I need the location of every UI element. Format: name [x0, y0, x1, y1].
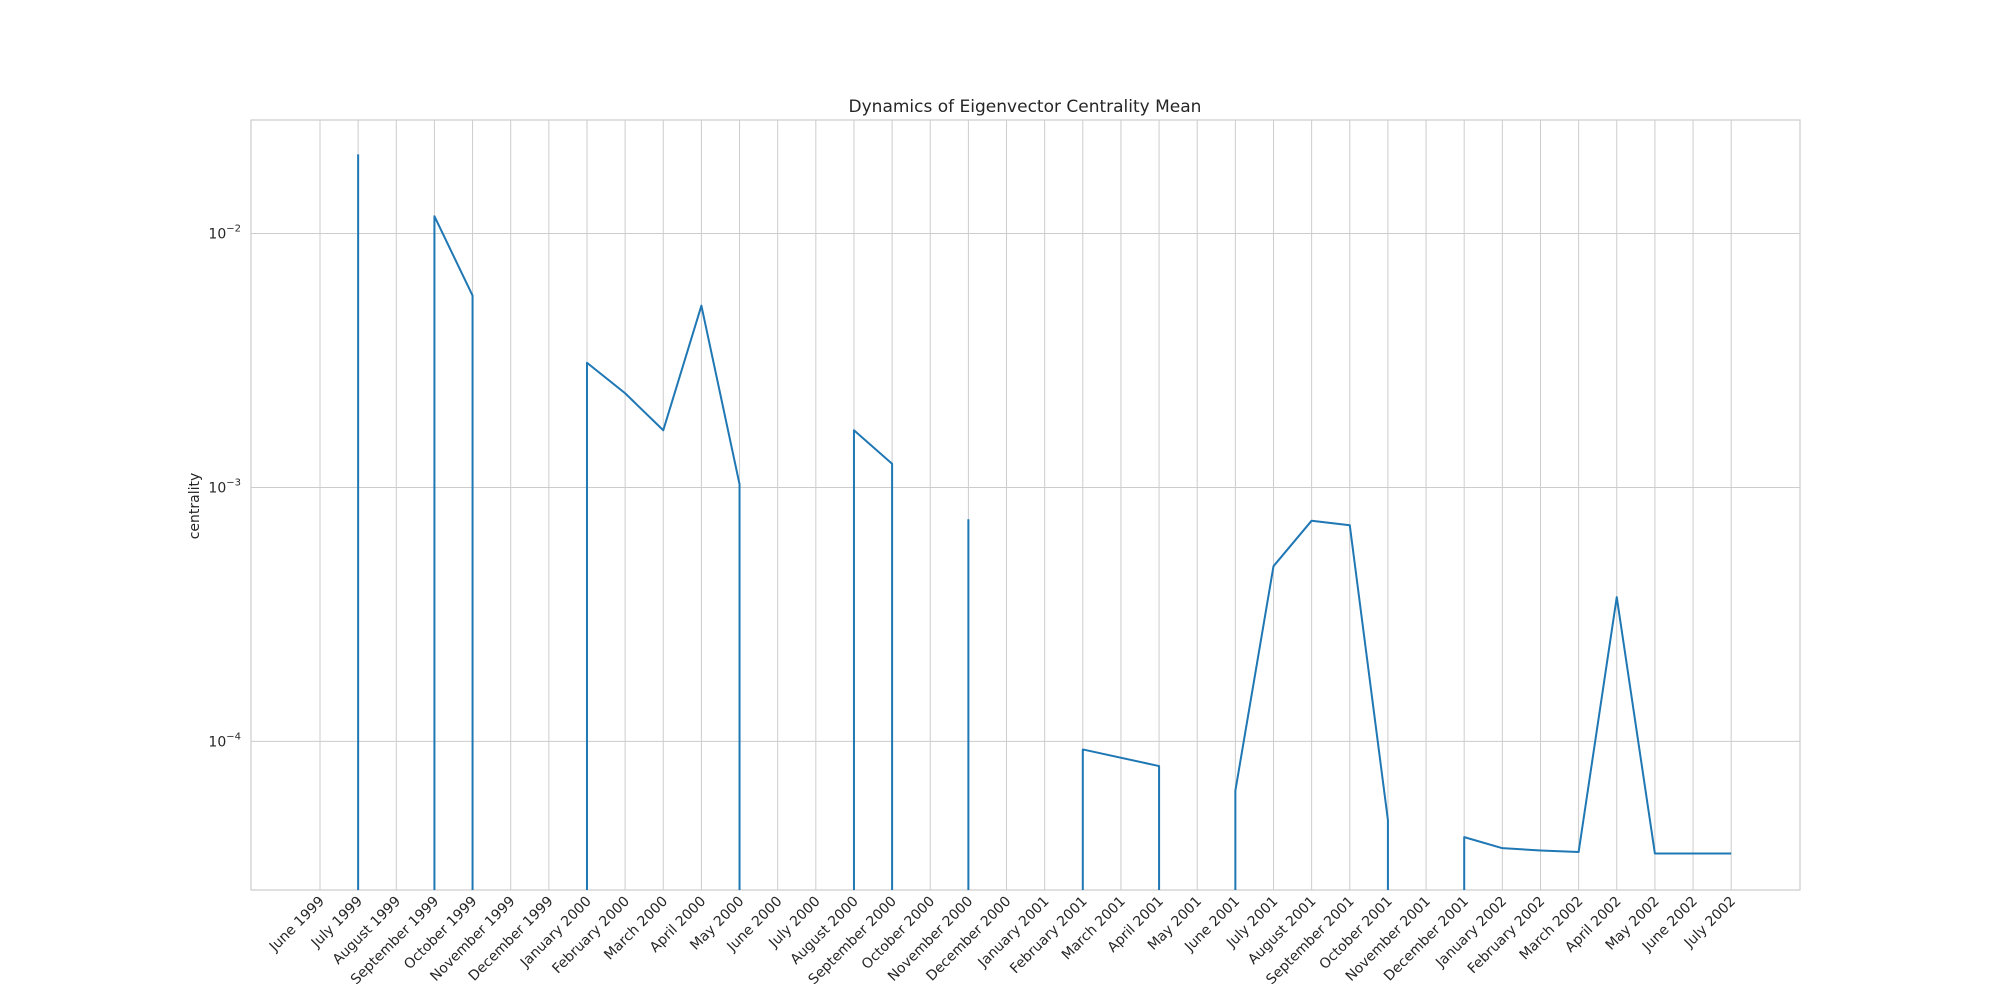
- y-tick-exponent: −3: [226, 477, 241, 488]
- series-line-segment: [1234, 519, 1389, 890]
- y-tick-exponent: −2: [226, 224, 241, 235]
- x-gridlines: [319, 120, 1732, 890]
- y-axis-label: centrality: [187, 473, 203, 540]
- series-line-segment: [852, 429, 894, 890]
- y-tick-base: 10: [208, 480, 226, 496]
- y-tick-exponent: −4: [226, 731, 241, 742]
- y-tick-base: 10: [208, 227, 226, 243]
- plot-frame: [250, 119, 1801, 891]
- series-line-segment: [585, 304, 741, 890]
- series-line-segment: [1463, 596, 1732, 890]
- y-tick-label: 10−2: [208, 224, 241, 243]
- series-line-segment: [1081, 748, 1161, 890]
- series-layer: [357, 154, 1732, 890]
- y-tick-labels: 10−210−310−4: [208, 224, 241, 751]
- y-tick-label: 10−4: [208, 731, 241, 750]
- y-tick-base: 10: [208, 734, 226, 750]
- y-tick-label: 10−3: [208, 477, 241, 496]
- chart-title: Dynamics of Eigenvector Centrality Mean: [849, 97, 1202, 117]
- series-line-segment: [433, 215, 474, 890]
- y-gridlines: [251, 233, 1800, 742]
